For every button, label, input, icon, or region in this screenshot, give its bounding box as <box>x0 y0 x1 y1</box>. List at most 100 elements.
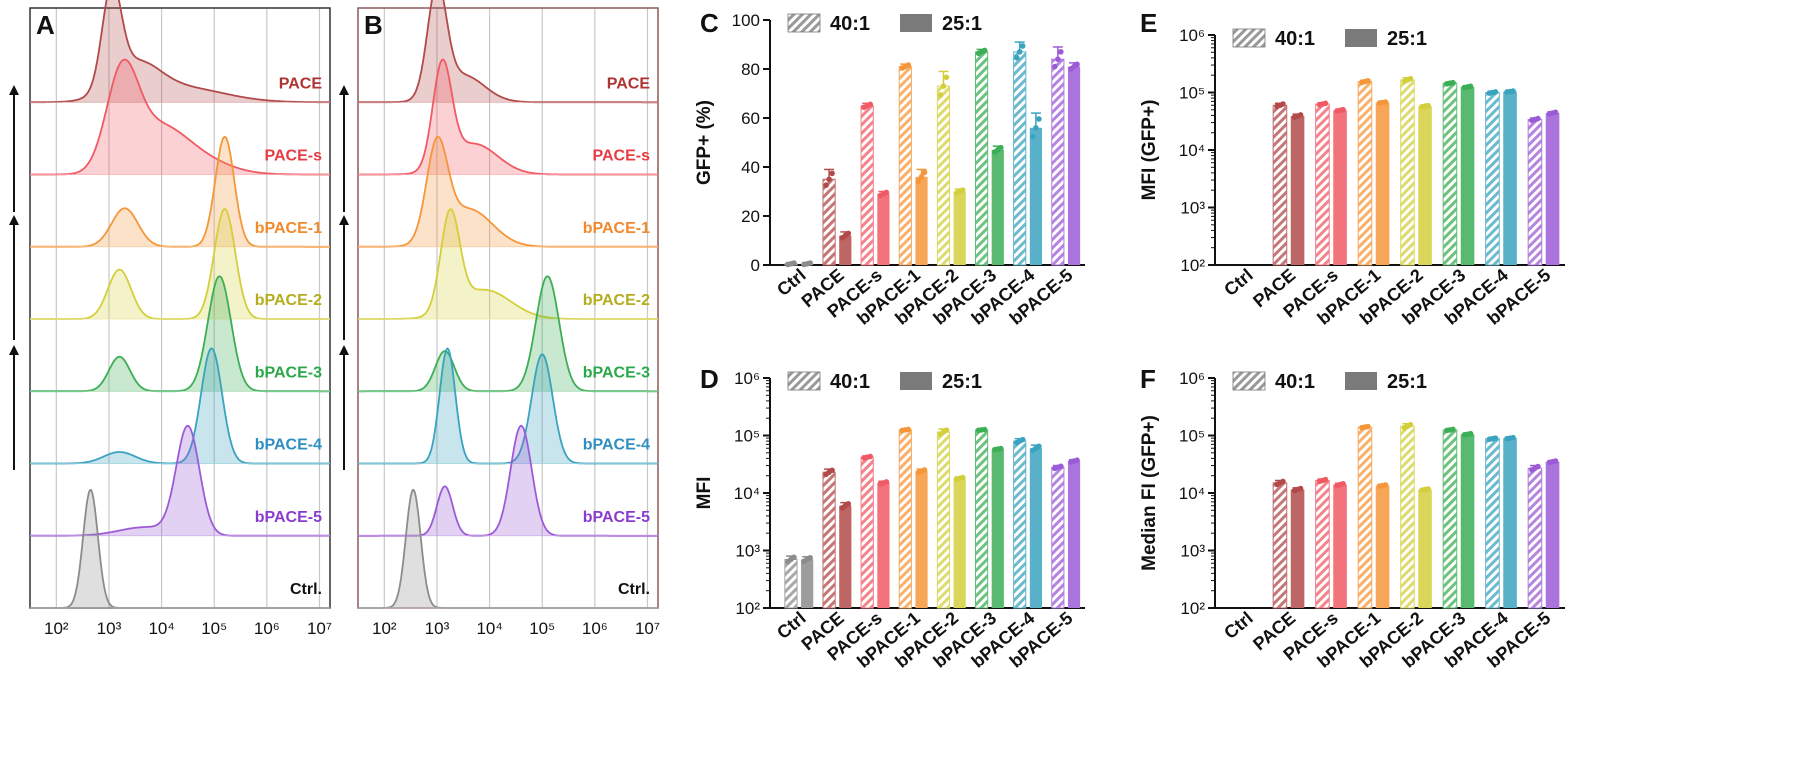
bar-bpace-4-25-1 <box>1029 127 1043 265</box>
bar-bpace-5-40-1 <box>1527 467 1543 609</box>
histogram-area-bpace-5 <box>358 425 658 536</box>
histogram-area-ctrl <box>358 490 658 608</box>
bar-bpace-4-25-1 <box>1503 438 1517 608</box>
legend-swatch-hatched <box>787 13 821 33</box>
data-point <box>905 426 912 433</box>
bar-bpace-3-40-1 <box>974 51 989 266</box>
data-point <box>981 426 988 433</box>
data-point <box>1036 116 1042 122</box>
data-point <box>883 189 890 196</box>
data-point <box>829 467 835 474</box>
data-point <box>845 501 852 507</box>
data-point <box>1467 430 1474 437</box>
series-label-bpace-3: bPACE-3 <box>583 364 650 381</box>
data-point <box>1552 458 1559 464</box>
data-point <box>1365 77 1371 84</box>
panel-letter-f: F <box>1140 364 1156 394</box>
y-tick-label: 10⁴ <box>734 484 760 503</box>
data-point <box>915 178 922 185</box>
bar-panel-d: 10²10³10⁴10⁵10⁶MFICtrlPACEPACE-sbPACE-1b… <box>694 364 1085 672</box>
bar-pace-25-1 <box>1290 116 1305 265</box>
bar-pace-25-1 <box>839 235 852 265</box>
data-point <box>1492 89 1499 95</box>
bar-bpace-1-40-1 <box>898 66 912 266</box>
legend-label-40-1: 40:1 <box>830 13 870 35</box>
data-point <box>959 187 966 193</box>
x-tick-label: 10² <box>44 619 69 638</box>
series-label-bpace-4: bPACE-4 <box>583 437 650 454</box>
y-tick-label: 10² <box>735 599 760 618</box>
arrow-head <box>9 85 19 95</box>
data-point <box>1510 88 1516 94</box>
data-point <box>1055 56 1061 62</box>
legend-label-25-1: 25:1 <box>942 13 982 35</box>
bar-pace-40-1 <box>1272 104 1288 266</box>
bar-pace-40-1 <box>822 178 836 266</box>
x-tick-label: 10⁷ <box>635 619 660 638</box>
data-point <box>867 453 874 460</box>
arrow-head <box>339 215 349 225</box>
y-tick-label: 10⁴ <box>1179 141 1205 160</box>
y-tick-label: 10⁶ <box>734 369 760 388</box>
bar-bpace-2-25-1 <box>953 191 966 265</box>
bar-bpace-5-40-1 <box>1051 466 1065 609</box>
bar-ctrl-40-1 <box>784 558 798 609</box>
data-point <box>883 479 890 485</box>
data-point <box>918 174 925 180</box>
bar-bpace-4-40-1 <box>1013 440 1027 609</box>
bar-bpace-2-25-1 <box>1418 489 1432 608</box>
data-point <box>937 92 944 98</box>
legend-swatch-solid <box>1345 29 1377 47</box>
bar-bpace-5-40-1 <box>1051 58 1065 266</box>
y-tick-label: 40 <box>741 158 760 177</box>
bar-pace-s-25-1 <box>877 482 890 608</box>
data-point <box>1382 99 1389 105</box>
x-tick-label: 10³ <box>97 619 122 638</box>
data-point <box>807 260 813 266</box>
bar-bpace-3-25-1 <box>1460 434 1475 608</box>
data-point <box>1036 443 1042 450</box>
bar-bpace-2-25-1 <box>953 478 966 608</box>
histogram-line-pace <box>30 0 330 104</box>
arrow-head <box>339 345 349 355</box>
legend-swatch-solid <box>900 372 932 390</box>
data-point <box>1535 115 1541 122</box>
y-tick-label: 0 <box>751 256 760 275</box>
arrow-head <box>9 215 19 225</box>
series-label-bpace-4: bPACE-4 <box>255 437 322 454</box>
data-point <box>997 445 1004 452</box>
data-point <box>1467 83 1474 90</box>
bar-bpace-2-40-1 <box>1400 425 1415 609</box>
bar-bpace-4-40-1 <box>1485 438 1500 609</box>
bar-bpace-5-25-1 <box>1545 461 1560 608</box>
series-label-bpace-3: bPACE-3 <box>255 364 322 381</box>
legend-swatch-hatched <box>1232 28 1266 48</box>
data-point <box>1013 54 1020 61</box>
y-tick-label: 10³ <box>735 542 760 561</box>
bar-pace-25-1 <box>839 505 852 608</box>
data-point <box>1019 436 1026 443</box>
data-point <box>807 554 813 561</box>
data-point <box>981 47 988 54</box>
bar-bpace-5-25-1 <box>1067 66 1081 265</box>
data-point <box>1365 423 1371 430</box>
data-point <box>1322 100 1329 107</box>
x-tick-label: 10² <box>372 619 397 638</box>
y-tick-label: 10⁵ <box>1179 427 1205 446</box>
y-tick-label: 10² <box>1180 599 1205 618</box>
data-point <box>1030 133 1036 140</box>
data-point <box>826 176 832 183</box>
y-tick-label: 10⁶ <box>1179 26 1205 45</box>
series-label-ctrl: Ctrl. <box>290 581 322 598</box>
histogram-area-bpace-5 <box>30 425 330 536</box>
bar-bpace-4-25-1 <box>1503 91 1517 265</box>
data-point <box>921 169 928 176</box>
series-label-pace-s: PACE-s <box>265 148 323 165</box>
data-point <box>845 230 852 237</box>
bar-bpace-3-25-1 <box>991 149 1004 265</box>
data-point <box>1425 486 1431 492</box>
y-tick-label: 10⁶ <box>1179 369 1205 388</box>
